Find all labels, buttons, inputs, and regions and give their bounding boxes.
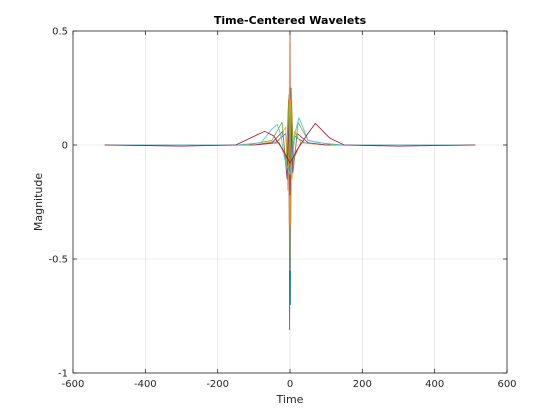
x-tick-label: 400: [425, 379, 444, 390]
x-tick-label: -200: [206, 379, 229, 390]
series-line-7: [104, 122, 476, 164]
series-line-3: [104, 87, 476, 271]
series-line-6: [104, 117, 476, 176]
x-tick-label: -400: [134, 379, 157, 390]
y-tick-label: -1: [58, 369, 68, 380]
ticks: -600 -400 -200 0 200 400 600 -1 -0.5 0 0.5: [48, 27, 516, 391]
y-tick-label: -0.5: [48, 255, 68, 266]
series-line-4: [104, 117, 476, 196]
x-tick-label: 600: [497, 379, 516, 390]
x-axis-label: Time: [276, 393, 304, 406]
x-tick-label: -600: [62, 379, 85, 390]
y-tick-label: 0.5: [52, 27, 68, 38]
y-tick-label: 0: [62, 141, 68, 152]
chart-title: Time-Centered Wavelets: [214, 14, 367, 27]
x-tick-label: 200: [353, 379, 372, 390]
x-tick-label: 0: [287, 379, 293, 390]
y-axis-label: Magnitude: [32, 173, 45, 232]
